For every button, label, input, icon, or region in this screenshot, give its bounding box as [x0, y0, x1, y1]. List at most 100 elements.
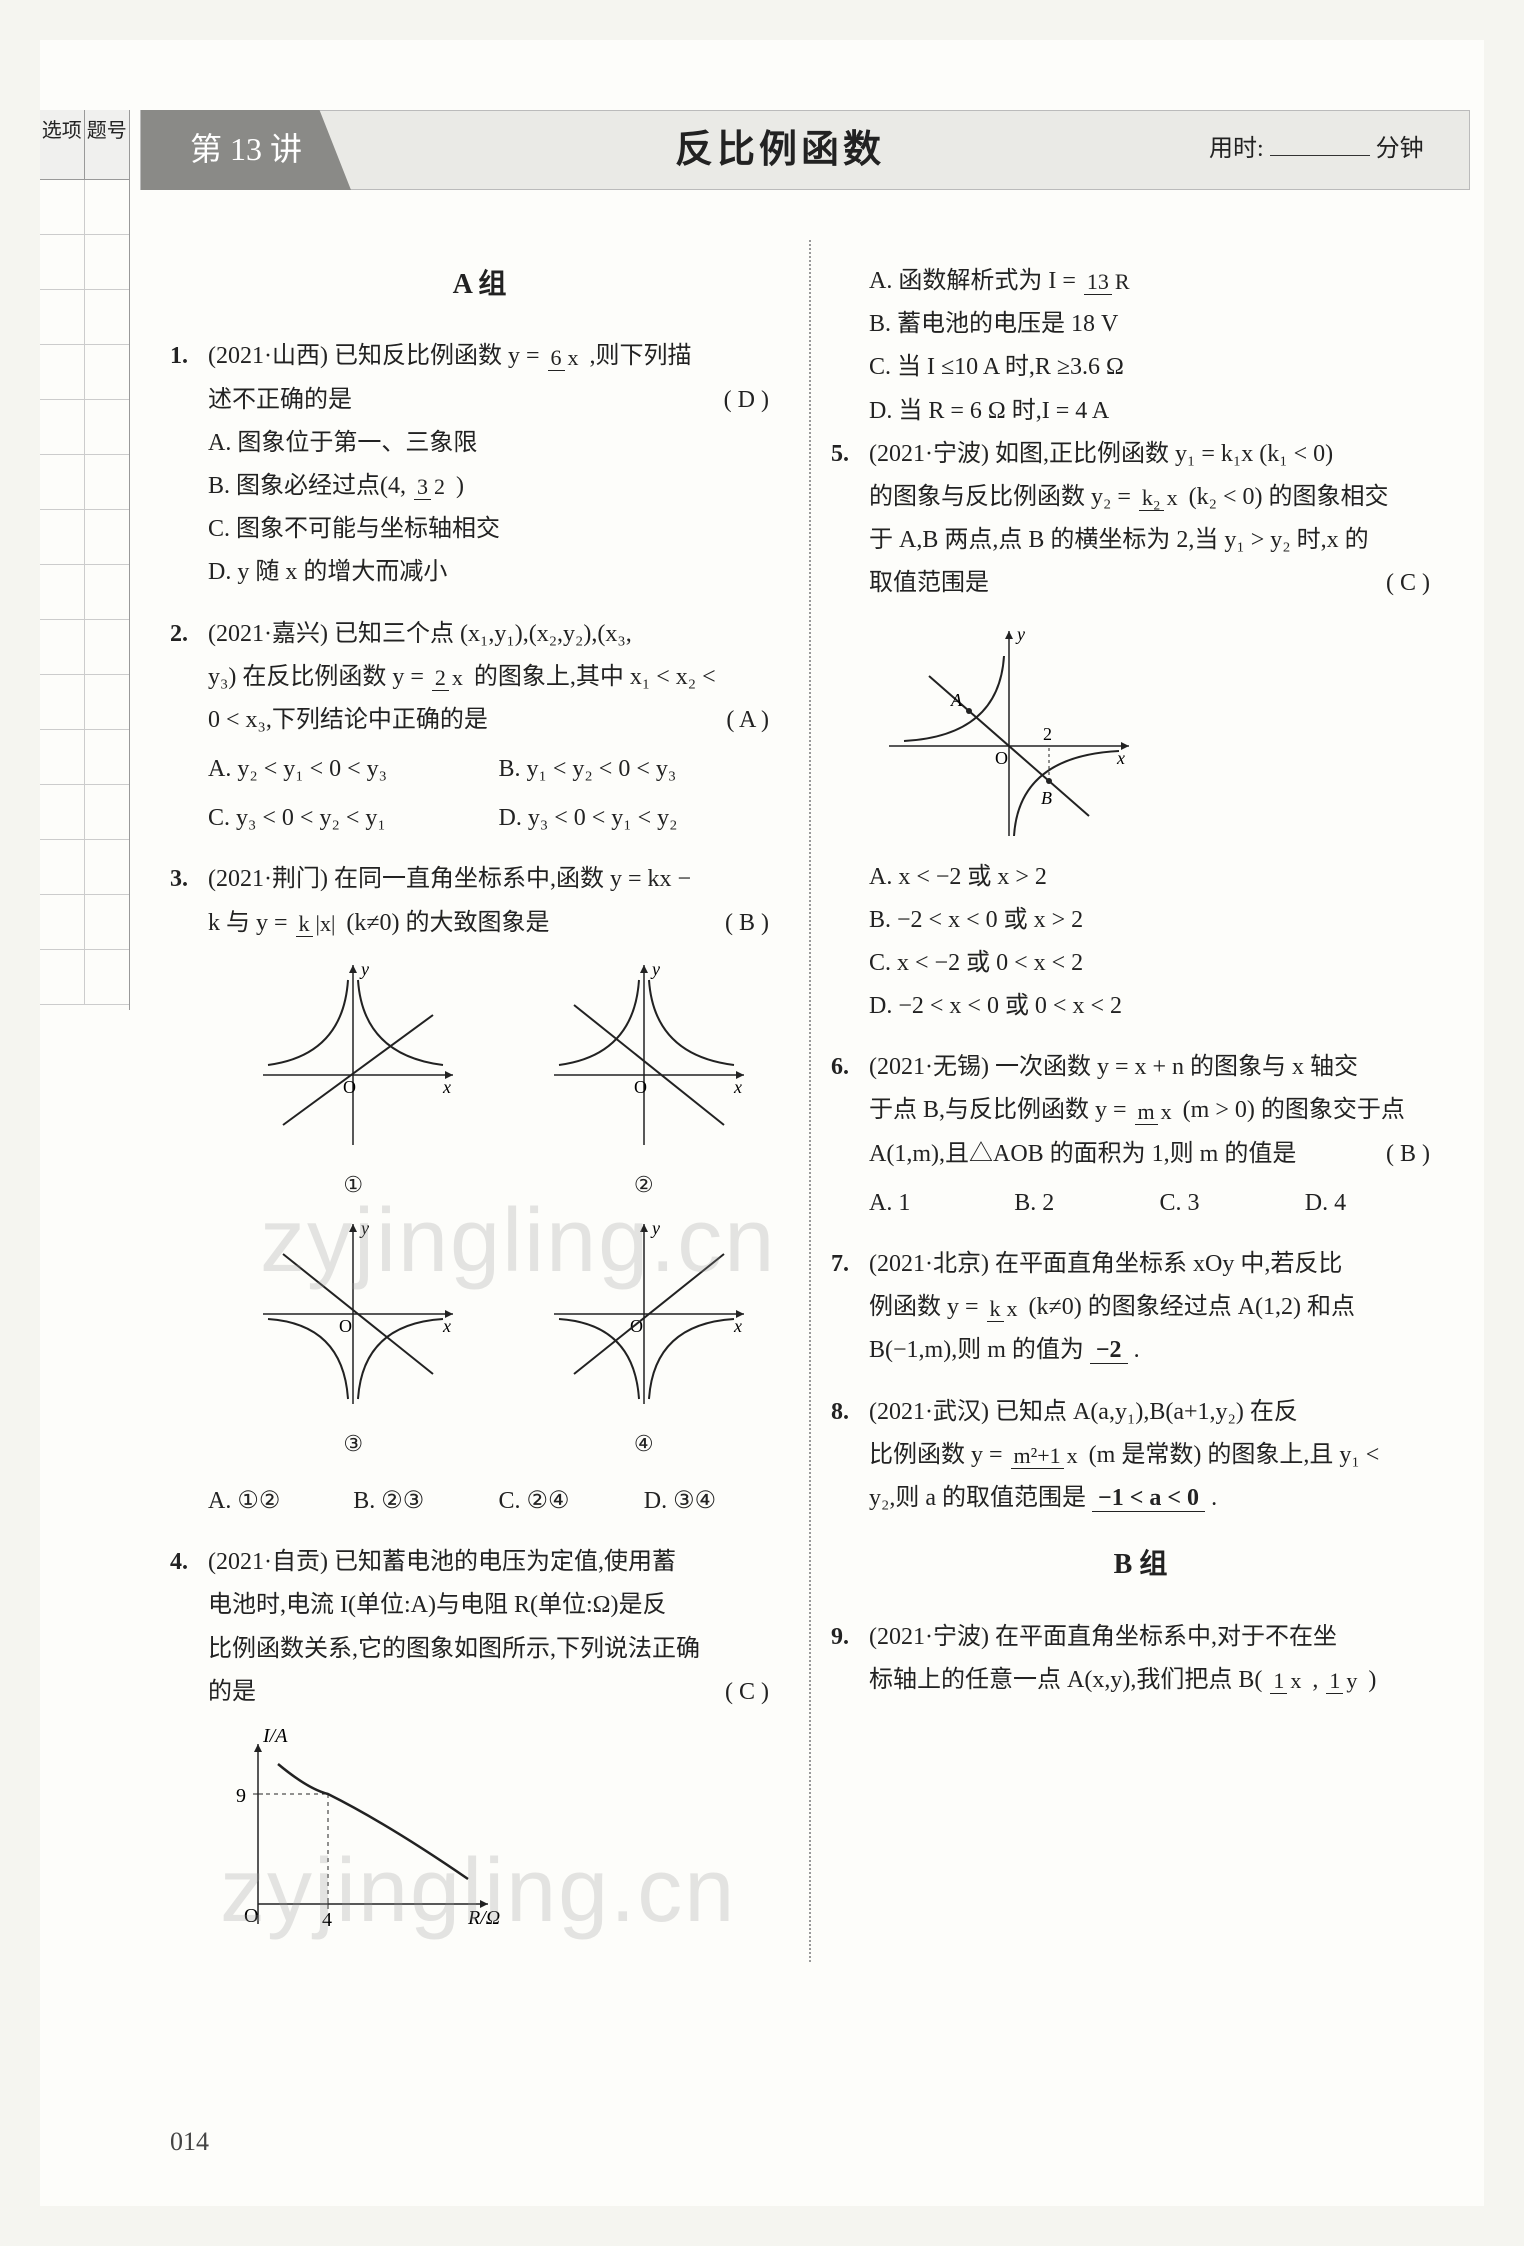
q2-answer: ( A ) — [726, 699, 769, 742]
q3-graphs-row2: O x y — [208, 1214, 789, 1414]
q5-source: (2021·宁波) — [869, 441, 989, 467]
q1-frac: 6x — [548, 346, 582, 370]
q1-optC: C. 图象不可能与坐标轴相交 — [208, 508, 789, 551]
question-4: 4. (2021·自贡) 已知蓄电池的电压为定值,使用蓄 电池时,电流 I(单位… — [170, 1541, 789, 1944]
svg-text:O: O — [630, 1316, 643, 1336]
page-number: 014 — [170, 2119, 209, 2166]
q7-period: . — [1134, 1337, 1140, 1363]
question-3: 3. (2021·荆门) 在同一直角坐标系中,函数 y = kx − k 与 y… — [170, 858, 789, 1523]
svg-text:O: O — [244, 1905, 258, 1927]
q6-source: (2021·无锡) — [869, 1054, 989, 1080]
svg-text:y: y — [650, 959, 660, 979]
svg-text:x: x — [733, 1077, 742, 1097]
q3-label-4: ④ — [534, 1424, 754, 1464]
q2-text-b: y₃) 在反比例函数 y = — [208, 664, 424, 690]
q2-num: 2. — [170, 613, 188, 656]
q5-text-e: 取值范围是 — [869, 570, 989, 596]
q1-answer: ( D ) — [724, 379, 769, 422]
q4-text-a: 已知蓄电池的电压为定值,使用蓄 — [334, 1549, 676, 1575]
q6-optD: D. 4 — [1305, 1182, 1450, 1225]
q5-num: 5. — [831, 433, 849, 476]
page: 选项 题号 第 13 讲 反比例函数 用时: 分钟 A 组 — [40, 40, 1484, 2206]
svg-text:y: y — [1015, 624, 1025, 644]
q2-text-a: 已知三个点 (x₁,y₁),(x₂,y₂),(x₃, — [334, 621, 632, 647]
q3-optC: C. ②④ — [499, 1480, 644, 1523]
q8-text-c: (m 是常数) 的图象上,且 y₁ < — [1089, 1442, 1380, 1468]
q6-optB: B. 2 — [1014, 1182, 1159, 1225]
margin-col1-header: 选项 — [40, 110, 85, 179]
question-1: 1. (2021·山西) 已知反比例函数 y = 6x ,则下列描 述不正确的是… — [170, 335, 789, 594]
q3-label-2: ② — [534, 1165, 754, 1205]
q9-text-b: 标轴上的任意一点 A(x,y),我们把点 B( — [869, 1667, 1262, 1693]
svg-text:O: O — [634, 1077, 647, 1097]
q9-source: (2021·宁波) — [869, 1624, 989, 1650]
q3-graph-4: O x y — [534, 1214, 754, 1414]
question-9: 9. (2021·宁波) 在平面直角坐标系中,对于不在坐 标轴上的任意一点 A(… — [831, 1616, 1450, 1702]
q6-optC: C. 3 — [1160, 1182, 1305, 1225]
q4-answer: ( C ) — [725, 1671, 769, 1714]
q5-answer: ( C ) — [1386, 562, 1430, 605]
q3-graphs-row1: O x y — [208, 955, 789, 1155]
svg-text:O: O — [339, 1316, 352, 1336]
group-a-title: A 组 — [170, 260, 789, 310]
q5-text-d: 于 A,B 两点,点 B 的横坐标为 2,当 y₁ > y₂ 时,x 的 — [869, 527, 1369, 553]
q8-answer: −1 < a < 0 — [1092, 1485, 1205, 1512]
svg-text:4: 4 — [322, 1909, 332, 1931]
q7-source: (2021·北京) — [869, 1251, 989, 1277]
q9-text-a: 在平面直角坐标系中,对于不在坐 — [995, 1624, 1337, 1650]
svg-text:y: y — [650, 1218, 660, 1238]
q3-optB: B. ②③ — [353, 1480, 498, 1523]
q3-optA: A. ①② — [208, 1480, 353, 1523]
q4-text-b: 电池时,电流 I(单位:A)与电阻 R(单位:Ω)是反 — [208, 1592, 666, 1618]
q5-graph: O x y A B 2 — [869, 616, 1450, 846]
q6-text-a: 一次函数 y = x + n 的图象与 x 轴交 — [995, 1054, 1358, 1080]
q5-optA: A. x < −2 或 x > 2 — [869, 856, 1450, 899]
q3-graph-3: O x y — [243, 1214, 463, 1414]
column-divider — [809, 240, 811, 1962]
q1-text-c: 述不正确的是 — [208, 387, 352, 413]
q6-optA: A. 1 — [869, 1182, 1014, 1225]
q1-text-a: 已知反比例函数 y = — [334, 343, 540, 369]
q1-optB: B. 图象必经过点(4, 32 ) — [208, 465, 789, 508]
q3-num: 3. — [170, 858, 188, 901]
q2-optB: B. y₁ < y₂ < 0 < y₃ — [499, 748, 790, 791]
svg-text:R/Ω: R/Ω — [467, 1907, 500, 1929]
q4-num: 4. — [170, 1541, 188, 1584]
left-margin-table: 选项 题号 — [40, 110, 130, 1010]
svg-text:2: 2 — [1043, 724, 1052, 744]
left-column: A 组 1. (2021·山西) 已知反比例函数 y = 6x ,则下列描 述不… — [170, 240, 789, 1962]
question-7: 7. (2021·北京) 在平面直角坐标系 xOy 中,若反比 例函数 y = … — [831, 1243, 1450, 1373]
q2-text-c: 的图象上,其中 x₁ < x₂ < — [474, 664, 716, 690]
question-5: 5. (2021·宁波) 如图,正比例函数 y₁ = k₁x (k₁ < 0) … — [831, 433, 1450, 1029]
svg-text:O: O — [995, 748, 1008, 768]
q1-optD: D. y 随 x 的增大而减小 — [208, 551, 789, 594]
q8-text-a: 已知点 A(a,y₁),B(a+1,y₂) 在反 — [995, 1399, 1298, 1425]
q3-graph-2: O x y — [534, 955, 754, 1155]
question-8: 8. (2021·武汉) 已知点 A(a,y₁),B(a+1,y₂) 在反 比例… — [831, 1391, 1450, 1521]
q4-optA: A. 函数解析式为 I = 13R — [869, 260, 1450, 303]
q3-answer: ( B ) — [725, 902, 769, 945]
q4-optC: C. 当 I ≤10 A 时,R ≥3.6 Ω — [869, 346, 1450, 389]
q2-optC: C. y₃ < 0 < y₂ < y₁ — [208, 797, 499, 840]
content-columns: A 组 1. (2021·山西) 已知反比例函数 y = 6x ,则下列描 述不… — [170, 240, 1450, 1962]
q6-text-b: 于点 B,与反比例函数 y = — [869, 1097, 1127, 1123]
q8-text-d: y₂,则 a 的取值范围是 — [869, 1485, 1086, 1511]
q4-graph: I/A R/Ω O 9 4 — [208, 1724, 789, 1944]
q3-source: (2021·荆门) — [208, 866, 328, 892]
time-blank[interactable] — [1270, 132, 1370, 156]
q4-options: A. 函数解析式为 I = 13R B. 蓄电池的电压是 18 V C. 当 I… — [831, 260, 1450, 433]
q8-num: 8. — [831, 1391, 849, 1434]
svg-text:9: 9 — [236, 1785, 246, 1807]
q7-text-c: (k≠0) 的图象经过点 A(1,2) 和点 — [1029, 1294, 1355, 1320]
q7-text-b: 例函数 y = — [869, 1294, 979, 1320]
q2-optA: A. y₂ < y₁ < 0 < y₃ — [208, 748, 499, 791]
time-label: 用时: — [1209, 128, 1264, 171]
q1-text-b: ,则下列描 — [590, 343, 692, 369]
q5-optC: C. x < −2 或 0 < x < 2 — [869, 942, 1450, 985]
q1-optA: A. 图象位于第一、三象限 — [208, 422, 789, 465]
q6-num: 6. — [831, 1046, 849, 1089]
q3-text-a: 在同一直角坐标系中,函数 y = kx − — [334, 866, 691, 892]
q2-source: (2021·嘉兴) — [208, 621, 328, 647]
q3-text-b: k 与 y = — [208, 910, 288, 936]
q7-num: 7. — [831, 1243, 849, 1286]
